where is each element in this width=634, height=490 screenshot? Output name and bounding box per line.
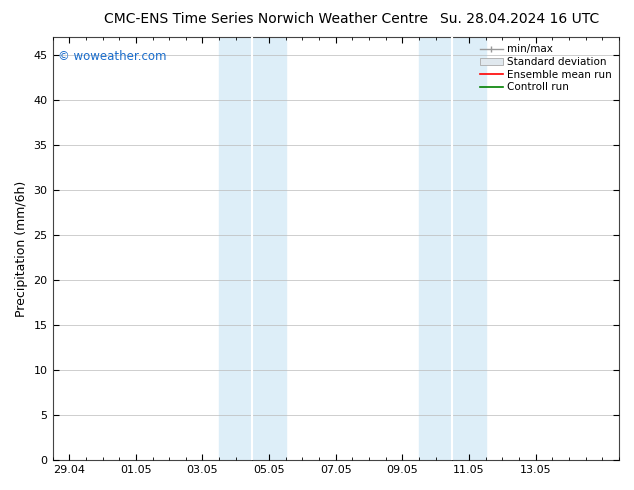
Legend: min/max, Standard deviation, Ensemble mean run, Controll run: min/max, Standard deviation, Ensemble me… (478, 42, 614, 94)
Text: CMC-ENS Time Series Norwich Weather Centre: CMC-ENS Time Series Norwich Weather Cent… (104, 12, 429, 26)
Bar (219, 37, 252, 460)
Text: © woweather.com: © woweather.com (58, 50, 167, 63)
Bar (419, 37, 453, 460)
Bar (453, 37, 486, 460)
Text: Su. 28.04.2024 16 UTC: Su. 28.04.2024 16 UTC (440, 12, 600, 26)
Y-axis label: Precipitation (mm/6h): Precipitation (mm/6h) (15, 180, 28, 317)
Bar (53, 37, 619, 460)
Bar (252, 37, 286, 460)
